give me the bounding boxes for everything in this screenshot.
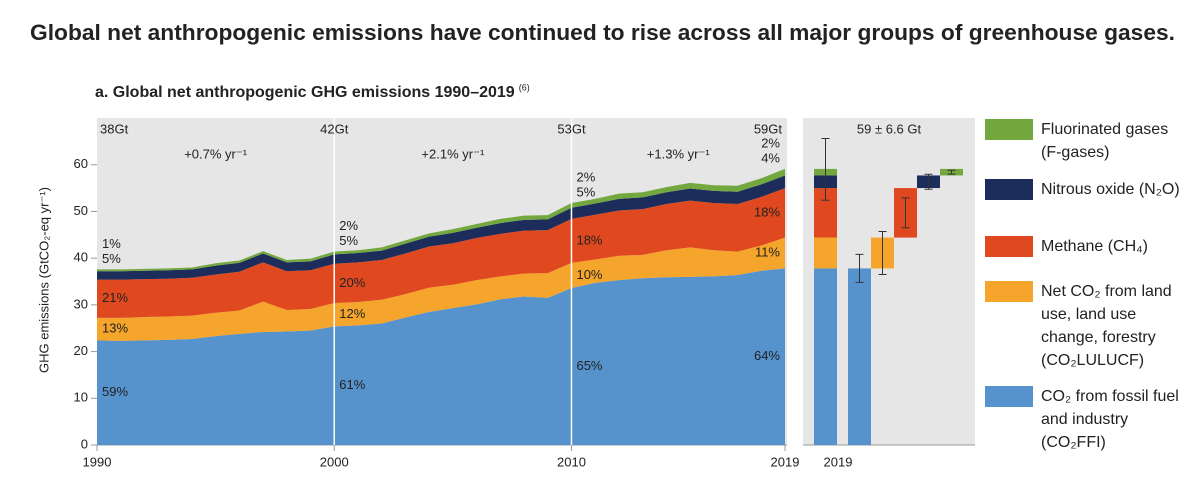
legend-swatch [985,386,1033,407]
waterfall-bar [848,268,871,445]
y-tick-label: 60 [74,156,88,171]
legend-item: Nitrous oxide (N₂O) [985,178,1191,201]
share-label: 18% [576,232,602,247]
area [97,237,785,341]
y-tick-label: 50 [74,203,88,218]
share-label: 5% [102,251,121,266]
heading: Global net anthropogenic emissions have … [30,20,1175,45]
error-bar [855,253,864,283]
chart-title: a. Global net anthropogenic GHG emission… [95,84,515,101]
stacked-bar-segment [814,268,837,445]
panel-category: 2019 [824,454,853,469]
share-label: 5% [339,233,358,248]
legend-swatch [985,281,1033,302]
legend-label: Methane (CH₄) [1041,238,1149,255]
share-label: 11% [755,244,780,259]
error-bar [901,197,910,229]
y-tick-label: 40 [74,250,88,265]
error-bar [821,138,830,201]
period-total: 42Gt [320,121,349,136]
share-label: 2% [761,135,780,150]
error-bar [947,169,956,175]
panel-title: 59 ± 6.6 Gt [857,121,922,136]
legend-swatch [985,236,1033,257]
period-total: 53Gt [557,121,586,136]
x-tick-label: 1990 [83,454,112,469]
area [97,175,785,280]
share-label: 59% [102,384,128,399]
legend-label: Net CO₂ from land use, land use change, … [1041,283,1172,369]
legend: Fluorinated gases (F-gases) Nitrous oxide… [985,0,1200,500]
share-label: 4% [761,150,780,165]
stacked-bar-segment [814,188,837,238]
period-total: 59Gt [754,121,783,136]
share-label: 65% [576,358,602,373]
share-label: 1% [102,236,121,251]
area [97,268,785,445]
share-label: 2% [339,218,358,233]
share-label: 21% [102,290,128,305]
growth-rate: +0.7% yr⁻¹ [184,146,248,161]
y-tick-label: 10 [74,390,88,405]
share-label: 13% [102,321,128,336]
y-axis-label: GHG emissions (GtCO₂-eq yr⁻¹) [36,187,51,373]
share-label: 12% [339,306,365,321]
x-tick-label: 2010 [557,454,586,469]
legend-label: CO₂ from fossil fuel and industry (CO₂FF… [1041,388,1179,451]
growth-rate: +2.1% yr⁻¹ [421,146,485,161]
y-tick-label: 0 [81,436,88,451]
error-bar [924,173,933,190]
stacked-bar-segment [814,237,837,269]
title-note: (6) [519,82,530,92]
share-label: 64% [754,348,780,363]
legend-swatch [985,119,1033,140]
legend-swatch [985,179,1033,200]
share-label: 10% [576,267,602,282]
legend-item: CO₂ from fossil fuel and industry (CO₂FF… [985,385,1191,454]
growth-rate: +1.3% yr⁻¹ [647,146,711,161]
y-tick-label: 20 [74,343,88,358]
legend-label: Fluorinated gases (F-gases) [1041,121,1169,161]
period-total: 38Gt [100,121,129,136]
area [97,188,785,318]
legend-item: Fluorinated gases (F-gases) [985,118,1191,164]
share-label: 18% [754,204,780,219]
legend-label: Nitrous oxide (N₂O) [1041,181,1180,198]
y-tick-label: 30 [74,296,88,311]
share-label: 61% [339,377,365,392]
share-label: 20% [339,275,365,290]
share-label: 2% [576,169,595,184]
legend-item: Methane (CH₄) [985,235,1191,258]
share-label: 5% [576,184,595,199]
x-tick-label: 2000 [320,454,349,469]
error-bar [878,231,887,275]
legend-item: Net CO₂ from land use, land use change, … [985,280,1191,372]
x-tick-label: 2019 [771,454,800,469]
